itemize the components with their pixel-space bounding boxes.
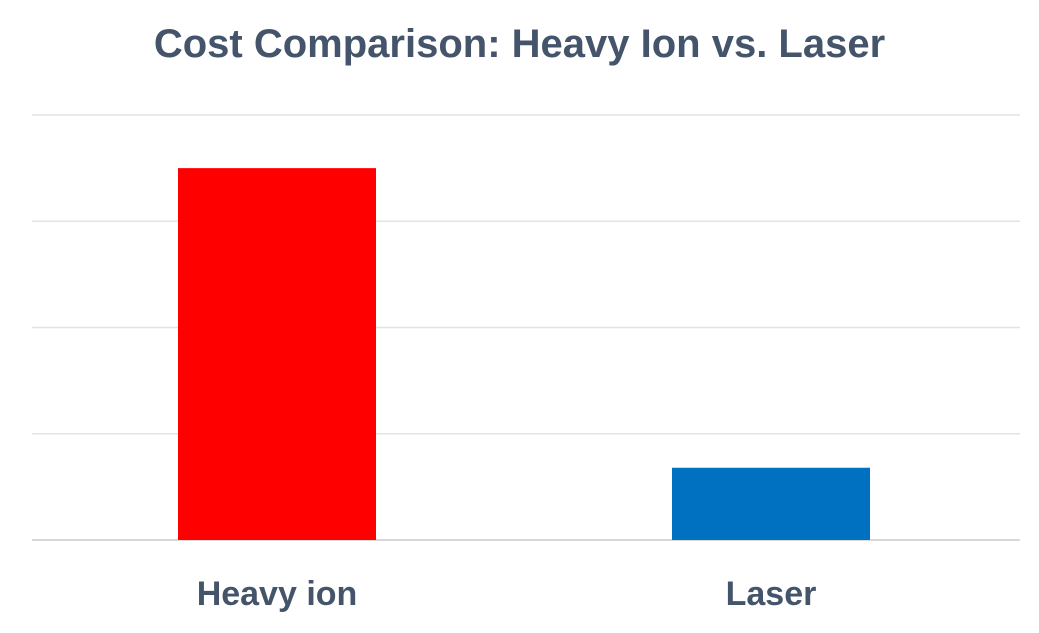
chart-title: Cost Comparison: Heavy Ion vs. Laser [153, 22, 886, 66]
category-labels: Heavy ion Laser [197, 575, 817, 613]
category-label: Laser [726, 575, 817, 613]
bars [178, 168, 870, 540]
category-label: Heavy ion [197, 575, 358, 613]
bar-laser [672, 467, 870, 540]
bar-heavy-ion [178, 168, 376, 540]
